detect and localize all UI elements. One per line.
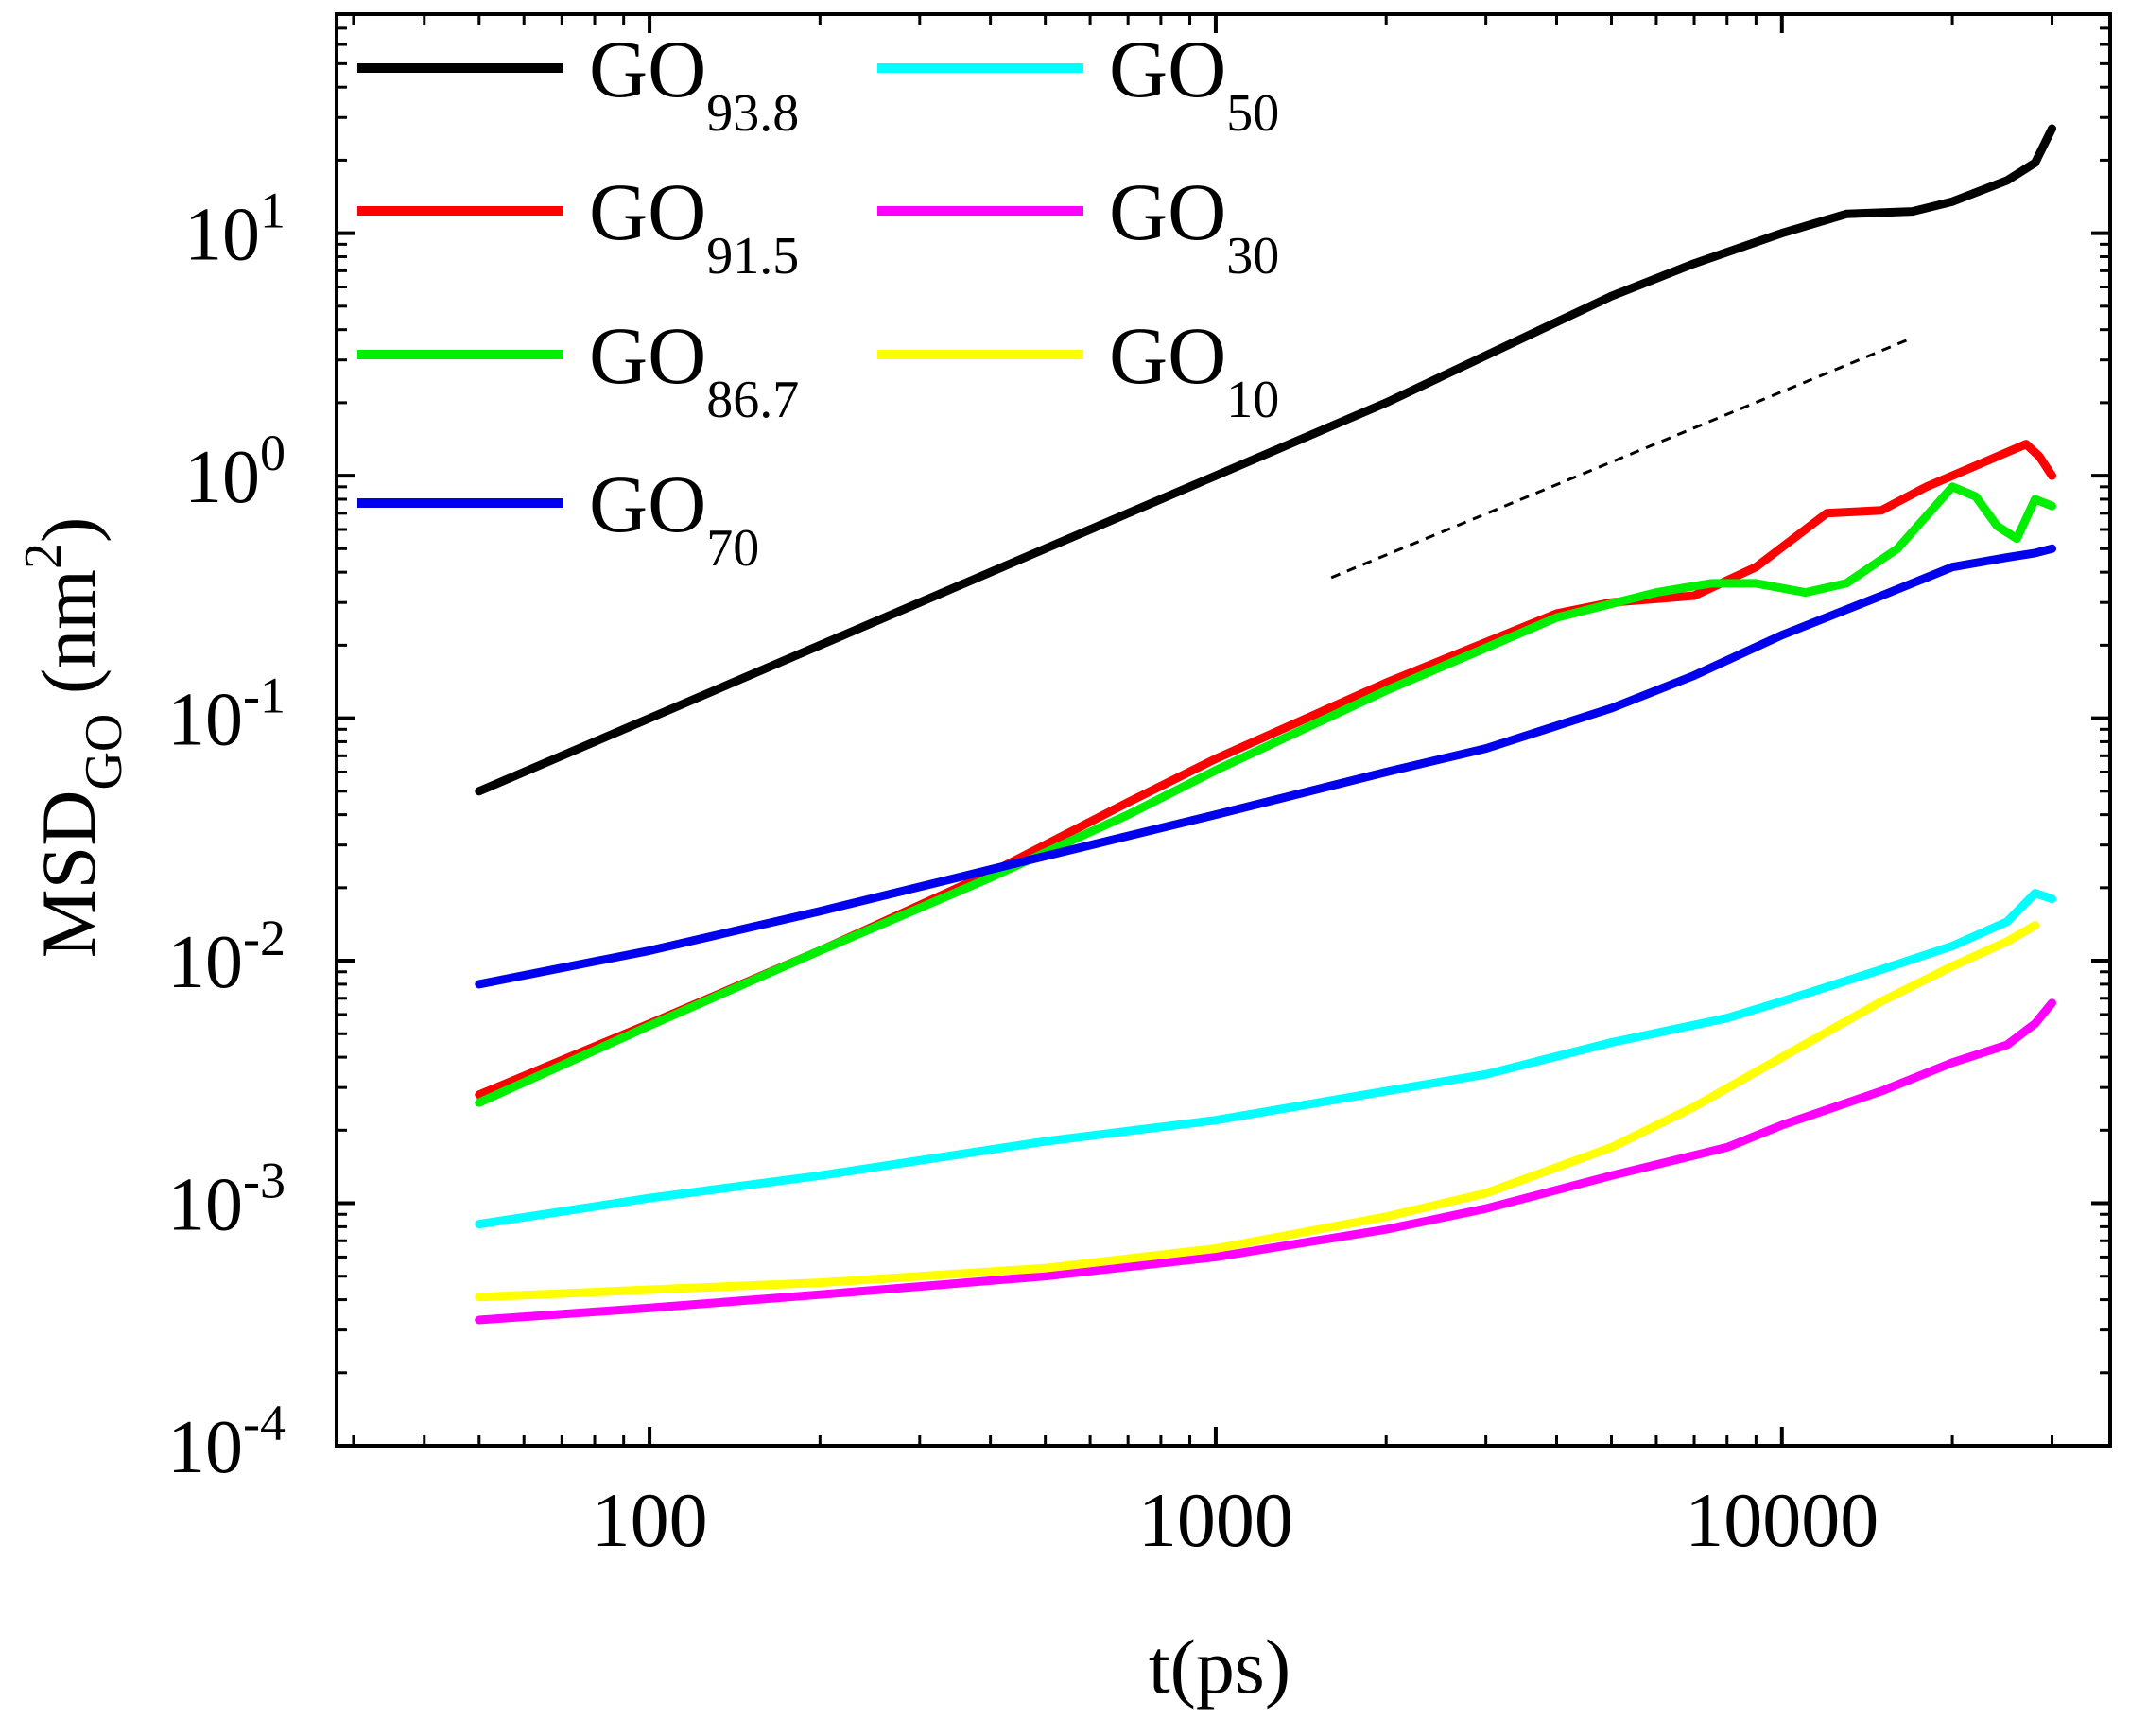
y-tick-label: 100 (184, 425, 286, 519)
y-tick-label: 10-3 (167, 1153, 286, 1247)
legend-label-sub: 30 (1226, 227, 1279, 286)
legend-label-sub: 50 (1226, 84, 1279, 143)
legend-label-main: GO (589, 310, 706, 401)
y-axis-label: MSDGO (nm2) (14, 517, 133, 959)
legend-label-main: GO (589, 166, 706, 257)
series-line-50 (475, 889, 2056, 1229)
legend-label-main: GO (1109, 310, 1226, 401)
y-axis-label-text: MSDGO (nm2) (14, 517, 133, 959)
legend-label: GO30 (1109, 166, 1279, 286)
x-tick-label: 10000 (1685, 1477, 1879, 1563)
y-tick-label: 10-4 (167, 1395, 286, 1489)
y-tick-label: 10-1 (167, 668, 286, 762)
y-tick-base: 10 (167, 1406, 243, 1489)
y-label-main: MSD (26, 790, 112, 959)
legend-label-main: GO (1109, 166, 1226, 257)
series-line-30 (475, 998, 2056, 1325)
series-line-70 (475, 544, 2056, 989)
x-tick-label: 1000 (1138, 1477, 1293, 1563)
series-line-93-8 (475, 124, 2056, 796)
series-line-10 (475, 921, 2040, 1302)
y-tick-base: 10 (167, 921, 243, 1004)
legend-label-main: GO (1109, 24, 1226, 114)
y-tick-base: 10 (184, 194, 260, 277)
y-tick-base: 10 (184, 436, 260, 519)
reference-slope-line (1330, 336, 1914, 580)
series-line-86-7 (475, 482, 2056, 1107)
x-axis-label: t(ps) (1149, 1623, 1290, 1710)
legend-label: GO10 (1109, 310, 1279, 429)
y-label-unit: (nm (26, 569, 112, 714)
x-tick-label: 100 (592, 1477, 708, 1563)
y-tick-exponent: -2 (243, 910, 286, 966)
y-tick-base: 10 (167, 1164, 243, 1247)
y-tick-exponent: -3 (243, 1153, 286, 1209)
legend-label-main: GO (589, 459, 706, 549)
legend-label-sub: 10 (1226, 371, 1279, 429)
y-tick-base: 10 (167, 679, 243, 762)
legend-label-sub: 70 (706, 519, 759, 578)
y-label-sub: GO (75, 714, 133, 790)
y-tick-label: 101 (184, 182, 286, 277)
legend-label-sub: 86.7 (706, 371, 799, 429)
legend-label: GO70 (589, 459, 759, 578)
legend-label: GO50 (1109, 24, 1279, 143)
y-tick-exponent: -1 (243, 668, 286, 724)
y-tick-label: 10-2 (167, 910, 286, 1004)
legend-label: GO91.5 (589, 166, 799, 286)
data-lines (475, 124, 2056, 1325)
y-tick-exponent: 0 (260, 425, 286, 481)
y-label-unit-close: ) (26, 517, 112, 543)
legend-label: GO86.7 (589, 310, 799, 429)
y-tick-exponent: -4 (243, 1395, 286, 1451)
legend-label: GO93.8 (589, 24, 799, 143)
y-tick-exponent: 1 (260, 182, 286, 239)
legend-label-sub: 91.5 (706, 227, 799, 286)
y-label-unit-sup: 2 (14, 543, 73, 569)
legend-label-sub: 93.8 (706, 84, 799, 143)
legend-label-main: GO (589, 24, 706, 114)
